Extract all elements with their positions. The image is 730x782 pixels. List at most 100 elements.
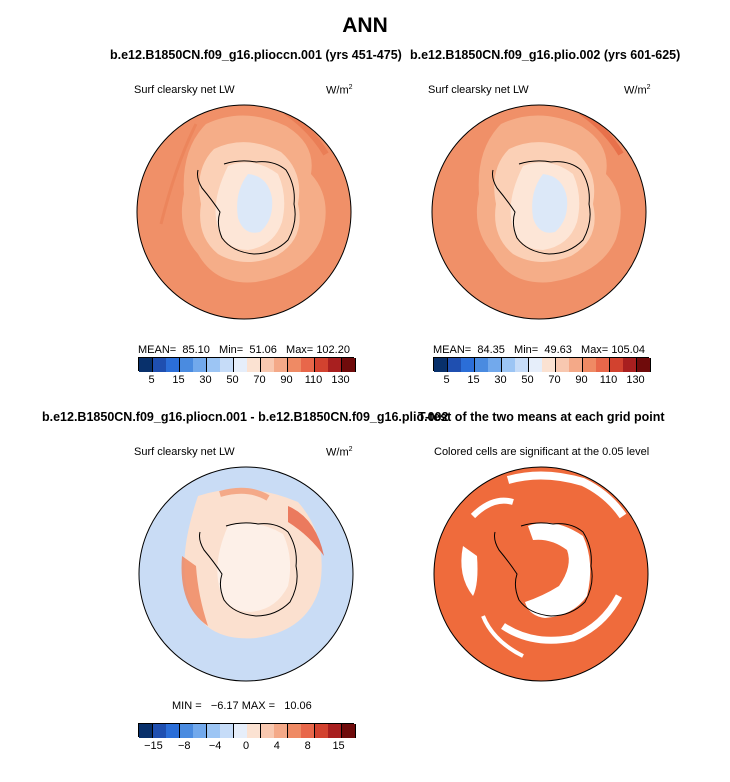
colorbar-swatch	[328, 358, 342, 372]
panel1-polar-map	[136, 104, 352, 320]
colorbar-swatch	[220, 724, 234, 738]
colorbar-swatch	[206, 358, 221, 372]
colorbar-swatch	[515, 358, 529, 372]
colorbar-tick-label: 130	[331, 374, 350, 386]
colorbar-tick-label: 15	[332, 740, 345, 752]
colorbar-swatch	[542, 358, 556, 372]
colorbar-swatch	[166, 724, 180, 738]
colorbar-swatch	[274, 724, 288, 738]
panel2-stats: MEAN= 84.35 Min= 49.63 Max= 105.04	[433, 344, 645, 356]
panel3-colorbar	[138, 723, 356, 738]
colorbar-tick-label: 70	[548, 374, 561, 386]
colorbar-swatch	[528, 358, 543, 372]
colorbar-tick-label: −4	[208, 740, 222, 752]
panel2-colorbar	[433, 357, 651, 372]
colorbar-swatch	[596, 358, 610, 372]
panel1-coastline	[197, 160, 296, 255]
panel2-variable-label: Surf clearsky net LW	[428, 84, 529, 96]
colorbar-swatch	[260, 358, 275, 372]
panel1-colorbar-ticks: 5 15 30 50 70 90 110 130	[138, 374, 354, 388]
colorbar-swatch	[193, 724, 207, 738]
panel3-case-title: b.e12.B1850CN.f09_g16.pliocn.001 - b.e12…	[42, 410, 449, 424]
colorbar-swatch	[247, 724, 261, 738]
colorbar-swatch	[139, 724, 153, 738]
colorbar-swatch	[488, 358, 502, 372]
colorbar-tick-label: 50	[226, 374, 239, 386]
colorbar-swatch	[193, 358, 207, 372]
panel1-units: W/m2	[326, 84, 353, 97]
colorbar-swatch	[152, 724, 167, 738]
colorbar-tick-label: 4	[273, 740, 280, 752]
panel2-polar-map	[431, 104, 647, 320]
colorbar-tick-label: 15	[467, 374, 480, 386]
colorbar-tick-label: 30	[494, 374, 507, 386]
colorbar-swatch	[247, 358, 261, 372]
colorbar-swatch	[447, 358, 462, 372]
panel2-colorbar-ticks: 5 15 30 50 70 90 110 130	[433, 374, 649, 388]
colorbar-tick-label: 0	[242, 740, 250, 752]
colorbar-tick-label: 30	[199, 374, 212, 386]
colorbar-swatch	[501, 358, 516, 372]
panel1-plateau-low	[237, 174, 273, 233]
colorbar-swatch	[287, 358, 302, 372]
colorbar-swatch	[636, 358, 651, 372]
colorbar-swatch	[179, 358, 194, 372]
colorbar-swatch	[152, 358, 167, 372]
panel3-colorbar-ticks: −15 −8 −4 0 4 8 15	[138, 740, 354, 754]
panel1-colorbar	[138, 357, 356, 372]
panel4-polar-map	[433, 466, 649, 682]
panel4-subtitle: Colored cells are significant at the 0.0…	[434, 446, 650, 458]
panel1-variable-label: Surf clearsky net LW	[134, 84, 235, 96]
colorbar-swatch	[301, 724, 315, 738]
panel3-polar-map	[138, 466, 354, 682]
colorbar-tick-label: −8	[178, 740, 191, 752]
panel4-nonsignificant-arc	[506, 471, 627, 519]
colorbar-tick-label: 5	[443, 374, 450, 386]
colorbar-swatch	[461, 358, 475, 372]
colorbar-swatch	[341, 358, 356, 372]
colorbar-tick-label: 50	[521, 374, 534, 386]
colorbar-swatch	[555, 358, 570, 372]
colorbar-swatch	[341, 724, 356, 738]
colorbar-swatch	[179, 724, 194, 738]
colorbar-tick-label: 5	[148, 374, 155, 386]
panel1-stats: MEAN= 85.10 Min= 51.06 Max= 102.20	[138, 344, 350, 356]
colorbar-swatch	[166, 358, 180, 372]
colorbar-swatch	[260, 724, 275, 738]
colorbar-swatch	[474, 358, 489, 372]
panel4-case-title: T-test of the two means at each grid poi…	[418, 410, 665, 424]
panel2-units: W/m2	[624, 84, 651, 97]
colorbar-swatch	[301, 358, 315, 372]
colorbar-tick-label: 90	[575, 374, 588, 386]
panel4-nonsignificant-interior	[525, 522, 591, 618]
panel4-coastline	[494, 522, 593, 617]
colorbar-swatch	[434, 358, 448, 372]
colorbar-swatch	[206, 724, 221, 738]
colorbar-swatch	[233, 724, 248, 738]
colorbar-swatch	[220, 358, 234, 372]
colorbar-swatch	[328, 724, 342, 738]
colorbar-tick-label: 130	[626, 374, 645, 386]
colorbar-swatch	[623, 358, 637, 372]
colorbar-tick-label: 70	[253, 374, 266, 386]
colorbar-tick-label: 110	[599, 374, 618, 386]
colorbar-swatch	[287, 724, 302, 738]
colorbar-swatch	[609, 358, 624, 372]
colorbar-swatch	[314, 358, 329, 372]
colorbar-swatch	[582, 358, 597, 372]
panel3-variable-label: Surf clearsky net LW	[134, 446, 235, 458]
colorbar-swatch	[233, 358, 248, 372]
colorbar-swatch	[314, 724, 329, 738]
colorbar-tick-label: −15	[144, 740, 163, 752]
panel1-case-title: b.e12.B1850CN.f09_g16.plioccn.001 (yrs 4…	[110, 48, 402, 62]
page-title: ANN	[342, 14, 388, 37]
colorbar-swatch	[139, 358, 153, 372]
colorbar-swatch	[274, 358, 288, 372]
panel3-antarctic-interior	[217, 523, 291, 612]
panel2-case-title: b.e12.B1850CN.f09_g16.plio.002 (yrs 601-…	[410, 48, 681, 62]
colorbar-tick-label: 15	[172, 374, 185, 386]
panel3-coastline	[199, 522, 298, 617]
panel3-stats: MIN = −6.17 MAX = 10.06	[172, 700, 312, 712]
panel3-units: W/m2	[326, 446, 353, 459]
colorbar-tick-label: 110	[304, 374, 323, 386]
